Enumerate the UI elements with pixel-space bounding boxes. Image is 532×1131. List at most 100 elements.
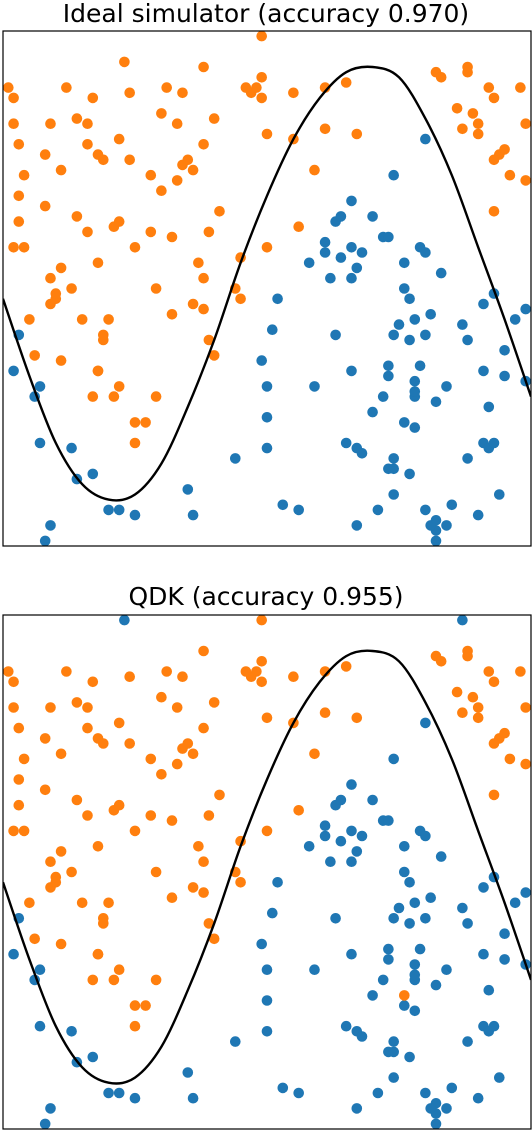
class-0-point xyxy=(45,520,56,531)
class-1-point xyxy=(467,108,479,119)
class-1-point xyxy=(113,216,125,227)
class-1-point xyxy=(288,87,299,99)
class-1-point xyxy=(451,103,463,114)
class-0-point xyxy=(182,1067,194,1078)
class-1-point xyxy=(156,691,167,703)
class-1-point xyxy=(483,666,495,677)
class-0-point xyxy=(383,370,394,382)
class-0-point xyxy=(383,815,394,826)
class-1-point xyxy=(166,815,178,826)
class-1-point xyxy=(39,733,51,744)
class-1-point xyxy=(261,712,273,724)
class-0-point xyxy=(330,913,341,924)
class-1-point xyxy=(45,702,56,713)
class-0-point xyxy=(425,1103,437,1114)
class-0-point xyxy=(435,267,447,279)
class-0-point xyxy=(346,242,357,253)
class-0-point xyxy=(351,520,363,531)
class-0-point xyxy=(409,386,421,397)
class-1-point xyxy=(499,727,510,739)
class-0-point xyxy=(34,1020,46,1032)
class-0-point xyxy=(356,1031,368,1042)
class-1-point xyxy=(171,702,183,713)
class-0-point xyxy=(182,484,194,495)
class-0-point xyxy=(478,948,489,960)
class-1-point xyxy=(203,226,215,238)
class-1-point xyxy=(435,656,447,667)
class-0-point xyxy=(187,509,199,521)
class-1-point xyxy=(45,272,56,284)
class-0-point xyxy=(293,1087,305,1099)
class-0-point xyxy=(230,1036,241,1047)
class-1-point xyxy=(198,139,209,150)
class-1-point xyxy=(3,666,14,677)
class-1-point xyxy=(351,712,363,724)
class-1-point xyxy=(483,82,495,93)
class-1-point xyxy=(488,92,500,104)
class-1-point xyxy=(55,938,67,950)
class-0-point xyxy=(346,365,357,377)
class-1-point xyxy=(87,676,99,688)
class-0-point xyxy=(404,293,415,305)
class-0-point xyxy=(446,1082,458,1094)
class-1-point xyxy=(261,242,273,253)
class-1-point xyxy=(150,283,162,294)
class-0-point xyxy=(435,851,447,862)
class-1-point xyxy=(50,288,62,299)
class-0-point xyxy=(325,856,336,867)
class-0-point xyxy=(414,943,426,955)
class-1-point xyxy=(61,82,72,93)
class-0-point xyxy=(129,509,141,521)
scatter-plot-ideal xyxy=(2,30,532,547)
class-1-point xyxy=(98,154,109,166)
class-0-point xyxy=(430,1118,442,1129)
class-0-point xyxy=(420,329,431,341)
class-1-point xyxy=(55,164,67,176)
class-0-point xyxy=(335,794,347,806)
chart-panel-qdk: QDK (accuracy 0.955) xyxy=(0,570,532,1131)
class-1-point xyxy=(457,123,468,135)
class-0-point xyxy=(346,825,357,837)
class-1-point xyxy=(8,118,19,129)
class-1-point xyxy=(55,748,67,760)
class-0-point xyxy=(383,231,394,243)
class-1-point xyxy=(129,1000,141,1011)
class-1-point xyxy=(113,964,125,975)
class-1-point xyxy=(208,933,220,945)
class-1-point xyxy=(92,841,104,852)
class-1-point xyxy=(39,784,51,796)
class-1-point xyxy=(198,272,209,284)
class-0-point xyxy=(335,252,347,263)
class-1-point xyxy=(8,825,19,837)
class-0-point xyxy=(388,169,400,181)
class-1-point xyxy=(256,676,268,688)
class-0-point xyxy=(409,897,421,909)
class-0-point xyxy=(34,381,46,392)
class-1-point xyxy=(129,1020,141,1032)
class-0-point xyxy=(499,954,510,965)
class-1-point xyxy=(124,671,135,682)
class-1-point xyxy=(45,856,56,867)
class-1-point xyxy=(182,738,194,749)
class-1-point xyxy=(256,31,267,42)
class-0-point xyxy=(346,779,357,790)
class-1-point xyxy=(520,758,531,770)
class-1-point xyxy=(309,164,320,176)
class-1-point xyxy=(13,722,25,734)
class-0-point xyxy=(34,964,46,975)
class-1-point xyxy=(462,645,473,657)
class-0-point xyxy=(103,504,114,516)
class-0-point xyxy=(367,406,378,418)
decision-boundary-line xyxy=(3,65,531,502)
class-1-point xyxy=(520,175,531,186)
class-1-point xyxy=(145,810,157,821)
class-0-point xyxy=(256,355,268,366)
class-0-point xyxy=(351,1103,363,1114)
class-0-point xyxy=(388,1036,400,1047)
class-0-point xyxy=(457,319,468,330)
class-0-point xyxy=(399,1000,410,1011)
class-1-point xyxy=(261,128,273,140)
class-1-point xyxy=(98,738,109,749)
class-1-point xyxy=(71,113,83,124)
class-1-point xyxy=(108,391,120,402)
